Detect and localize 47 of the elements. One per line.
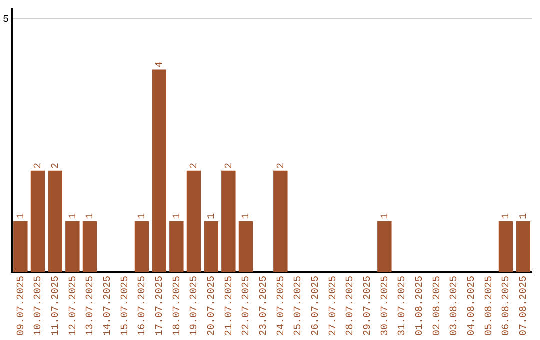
- data-label: 1: [68, 213, 80, 220]
- x-tick-label: 06.08.2025: [502, 276, 513, 336]
- x-tick-label: 02.08.2025: [432, 276, 444, 336]
- x-tick-label: 19.07.2025: [190, 276, 201, 336]
- x-tick-label: 10.07.2025: [34, 276, 45, 336]
- data-label: 2: [190, 162, 201, 169]
- data-label: 1: [16, 213, 28, 220]
- x-tick-label: 16.07.2025: [138, 276, 149, 336]
- x-tick-label: 22.07.2025: [242, 276, 253, 336]
- x-tick-label: 09.07.2025: [16, 276, 28, 336]
- data-label: 1: [502, 213, 513, 220]
- x-tick-label: 25.07.2025: [294, 276, 305, 336]
- data-label: 4: [154, 62, 166, 68]
- x-tick-label: 04.08.2025: [466, 276, 478, 336]
- x-tick-label: 05.08.2025: [484, 276, 496, 336]
- y-tick-label: 5: [2, 14, 9, 26]
- data-label: 2: [34, 162, 45, 169]
- x-tick-label: 26.07.2025: [310, 276, 322, 336]
- x-tick-label: 20.07.2025: [206, 276, 218, 336]
- data-label: 1: [172, 213, 184, 220]
- x-tick-label: 29.07.2025: [362, 276, 374, 336]
- x-tick-label: 24.07.2025: [276, 276, 288, 336]
- x-tick-label: 14.07.2025: [102, 276, 114, 336]
- data-label: 1: [86, 213, 97, 220]
- x-tick-label: 30.07.2025: [380, 276, 392, 336]
- data-label: 1: [242, 213, 253, 220]
- x-tick-label: 11.07.2025: [50, 276, 62, 336]
- data-label: 1: [518, 213, 530, 220]
- x-tick-label: 13.07.2025: [86, 276, 97, 336]
- x-tick-label: 28.07.2025: [346, 276, 357, 336]
- x-tick-label: 31.07.2025: [398, 276, 409, 336]
- x-tick-label: 12.07.2025: [68, 276, 80, 336]
- x-tick-label: 18.07.2025: [172, 276, 184, 336]
- x-tick-label: 21.07.2025: [224, 276, 236, 336]
- data-label: 2: [276, 162, 288, 169]
- data-label: 1: [138, 213, 149, 220]
- x-tick-label: 01.08.2025: [414, 276, 426, 336]
- data-label: 1: [380, 213, 392, 220]
- x-tick-label: 23.07.2025: [258, 276, 270, 336]
- x-tick-label: 03.08.2025: [450, 276, 461, 336]
- data-label: 1: [206, 213, 218, 220]
- data-label: 2: [224, 162, 236, 169]
- x-tick-label: 27.07.2025: [328, 276, 340, 336]
- data-label: 2: [50, 162, 62, 169]
- x-tick-label: 17.07.2025: [154, 276, 166, 336]
- x-tick-label: 15.07.2025: [120, 276, 132, 336]
- x-tick-label: 07.08.2025: [518, 276, 530, 336]
